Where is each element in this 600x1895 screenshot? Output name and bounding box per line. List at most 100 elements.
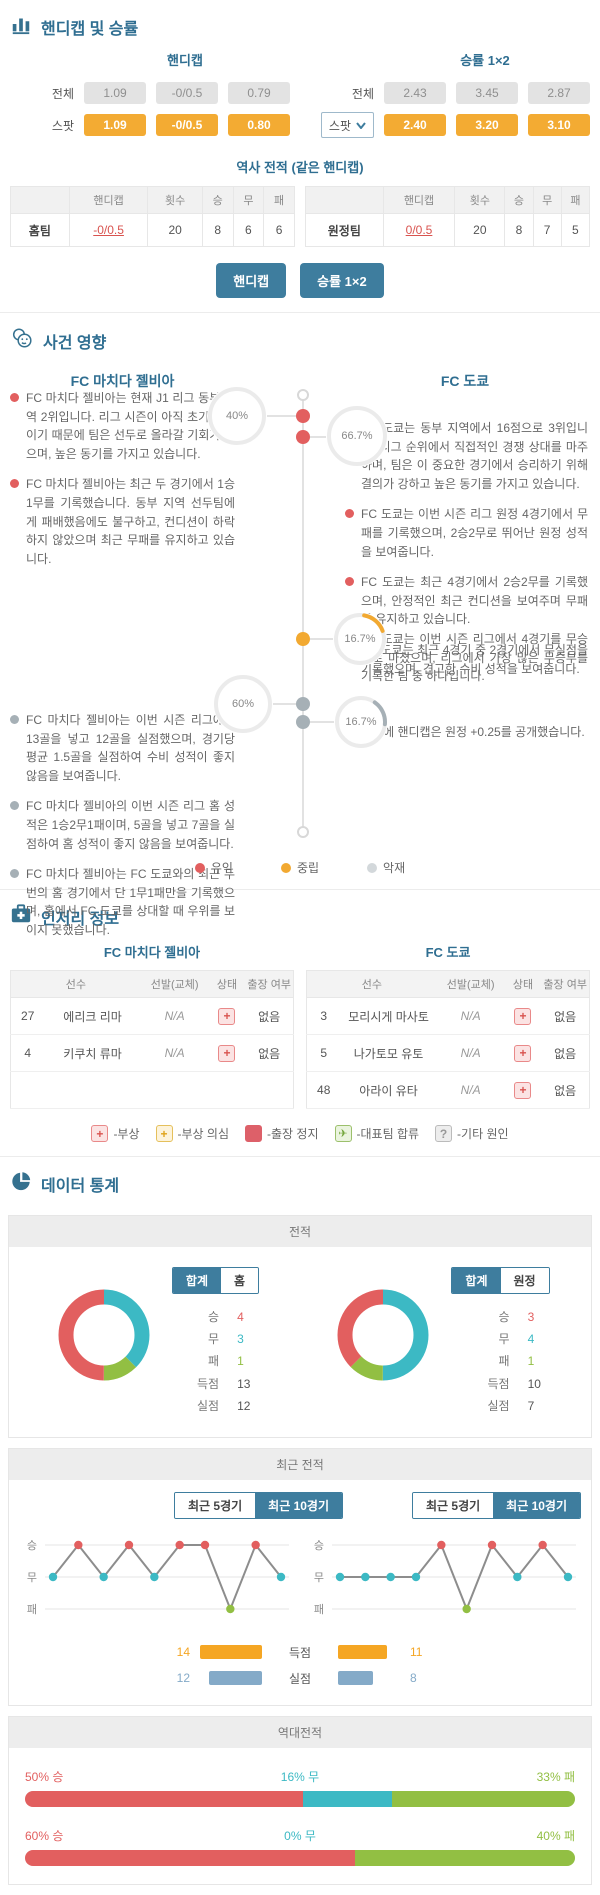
handicap-all-row: 전체 1.09 -0/0.5 0.79 [0, 77, 300, 109]
player-start: N/A [436, 1071, 505, 1109]
handicap-link[interactable]: 0/0.5 [382, 213, 456, 247]
winrate-subtitle: 승률 1×2 [460, 53, 510, 68]
away-goals-for-value: 11 [410, 1645, 423, 1660]
legend-label: 악재 [383, 861, 406, 875]
legend-item: 악재 [367, 859, 405, 876]
toggle-total-button[interactable]: 합계 [172, 1268, 222, 1293]
odds-value: 2.43 [384, 82, 446, 104]
h2h-draw-label: 0% 무 [284, 1828, 316, 1843]
stat-label: 실점 [487, 1398, 510, 1413]
history-table-away: 핸디캡 횟수 승 무 패 원정팀 0/0.5 20 8 7 5 [305, 186, 591, 247]
connector-line [310, 638, 333, 640]
spot-select[interactable]: 스팟 [320, 112, 374, 138]
player-status: + [208, 1034, 246, 1072]
section-title-events: 사건 영향 [43, 334, 107, 352]
h2h-draw-segment [302, 1790, 392, 1807]
away-goals-for-bar [338, 1645, 387, 1660]
winrate-tab-button[interactable]: 승률 1×2 [300, 263, 384, 298]
loss-cell: 6 [263, 213, 295, 247]
section-divider [0, 312, 600, 313]
record-donut-home [56, 1287, 152, 1383]
bullet-dot [345, 509, 354, 519]
plus-yellow-icon: + [155, 1125, 173, 1142]
stat-value-loss: 1 [527, 1354, 535, 1369]
injury-legend-label: -부상 의심 [177, 1127, 230, 1141]
odds-button[interactable]: 2.40 [384, 114, 446, 136]
impact-donut-away-negative: 16.7% [334, 695, 388, 749]
odds-button[interactable]: 3.10 [528, 114, 590, 136]
svg-text:무: 무 [313, 1572, 323, 1584]
h2h-win-segment [25, 1790, 303, 1807]
event-bullet: FC 마치다 젤비아는 FC 도쿄와의 최근 두 번의 홈 경기에서 단 1무1… [10, 865, 235, 939]
injury-section: 인저리 정보 FC 마치다 젤비아 선수 선발(교체) 상태 출장 여부 27 에… [0, 890, 600, 1142]
winrate-all-row: 전체 2.43 3.45 2.87 [300, 77, 600, 109]
odds-button[interactable]: -0/0.5 [156, 114, 218, 136]
player-play: 없음 [245, 997, 294, 1035]
player-start: N/A [140, 997, 209, 1035]
last5-button[interactable]: 최근 5경기 [175, 1492, 256, 1518]
stat-label: 무 [498, 1332, 510, 1347]
h2h-win-label: 50% 승 [25, 1769, 64, 1784]
impact-donut-away-neutral: 16.7% [333, 612, 387, 666]
stat-value-draw: 3 [237, 1332, 244, 1347]
odds-button[interactable]: 1.09 [84, 114, 146, 136]
bullet-text: FC 도쿄는 이번 시즌 리그 원정 4경기에서 무패를 기록했으며, 2승2무… [361, 507, 588, 559]
legend-item: 유익 [194, 859, 233, 876]
faces-icon [10, 326, 34, 355]
plus-red-icon: + [91, 1125, 109, 1142]
player-number: 48 [306, 1071, 341, 1109]
record-panel: 전적 합계 홈 승 4 무 3 패 1 득점 13 실점 1 [8, 1215, 592, 1438]
toggle-home-button[interactable]: 홈 [221, 1268, 259, 1293]
player-play: 없음 [541, 997, 590, 1035]
injury-legend-item: + -부상 의심 [155, 1125, 230, 1142]
col-count: 횟수 [454, 186, 506, 214]
injury-table-away: 선수 선발(교체) 상태 출장 여부 3 모리시게 마사토 N/A + 없음 5 나가토모 … [306, 970, 590, 1109]
bullet-text: FC 마치다 젤비아는 현재 J1 리그 동부 지역 2위입니다. 리그 시즌이… [26, 391, 235, 461]
bullet-dot [10, 801, 19, 811]
last5-button[interactable]: 최근 5경기 [412, 1492, 494, 1518]
injury-row: 5 나가토모 유토 N/A + 없음 [306, 1034, 590, 1072]
handicap-tab-button[interactable]: 핸디캡 [216, 263, 287, 298]
impact-donut-away-positive: 66.7% [326, 405, 388, 467]
injury-legend: + -부상 + -부상 의심 -출장 정지 ✈ -대표팀 합류? -기타 원인 [0, 1125, 600, 1142]
col-start: 선발(교체) [140, 970, 209, 998]
injury-icon: + [218, 1044, 236, 1062]
player-number: 4 [10, 1034, 45, 1072]
impact-timeline: FC 마치다 젤비아 FC 도쿄 FC 마치다 젤비아는 현재 J1 리그 동부… [0, 365, 600, 937]
h2h-panel-title: 역대전적 [9, 1716, 591, 1748]
col-win: 승 [504, 186, 534, 214]
handicap-link[interactable]: -0/0.5 [68, 213, 149, 247]
event-bullet: FC 도쿄는 이번 시즌 리그 원정 4경기에서 무패를 기록했으며, 2승2무… [345, 505, 588, 561]
injury-table-home: 선수 선발(교체) 상태 출장 여부 27 에리크 리마 N/A + 없음 4 키쿠치 류마… [10, 970, 294, 1109]
event-bullet: FC 도쿄는 최근 4경기에서 2승2무를 기록했으며, 안정적인 최근 컨디션… [345, 573, 588, 629]
injury-home-team-title: FC 마치다 젤비아 [103, 945, 201, 960]
impact-legend: 유익 중립 악재 [0, 859, 600, 876]
record-toggle-away: 합계 원정 [451, 1267, 550, 1294]
stat-label: 무 [208, 1332, 220, 1347]
svg-text:승: 승 [313, 1539, 323, 1552]
odds-button[interactable]: 3.20 [456, 114, 518, 136]
bullet-dot [10, 869, 19, 879]
timeline-line [302, 395, 304, 832]
bullet-text: FC 도쿄는 최근 4경기에서 2승2무를 기록했으며, 안정적인 최근 컨디션… [361, 575, 588, 627]
odds-value: 0.79 [228, 82, 290, 104]
injury-row: 4 키쿠치 류마 N/A + 없음 [10, 1034, 294, 1072]
goals-against-label: 실점 [288, 1671, 312, 1686]
odds-button[interactable]: 0.80 [228, 114, 290, 136]
toggle-total-button[interactable]: 합계 [452, 1268, 501, 1293]
home-negative-bullets: FC 마치다 젤비아는 이번 시즌 리그에서 13골을 넣고 12골을 실점했으… [10, 711, 235, 952]
win-cell: 8 [201, 213, 234, 247]
toggle-away-button[interactable]: 원정 [500, 1268, 549, 1293]
connector-line [267, 415, 296, 417]
h2h-bar-block: 60% 승 0% 무 40% 패 [25, 1827, 575, 1866]
legend-item: 중립 [280, 859, 319, 876]
last10-button[interactable]: 최근 10경기 [255, 1492, 343, 1518]
event-bullet: FC 마치다 젤비아는 최근 두 경기에서 1승1무를 기록했습니다. 동부 지… [10, 475, 235, 568]
goals-for-label: 득점 [288, 1645, 312, 1660]
donut-percentage: 16.7% [345, 716, 377, 728]
player-status: + [504, 1071, 542, 1109]
h2h-bar-block: 50% 승 16% 무 33% 패 [25, 1768, 575, 1807]
bullet-text: 이번에 핸디캡은 원정 +0.25를 공개했습니다. [361, 725, 585, 739]
last10-button[interactable]: 최근 10경기 [493, 1492, 580, 1518]
timeline-start-node [297, 389, 309, 401]
